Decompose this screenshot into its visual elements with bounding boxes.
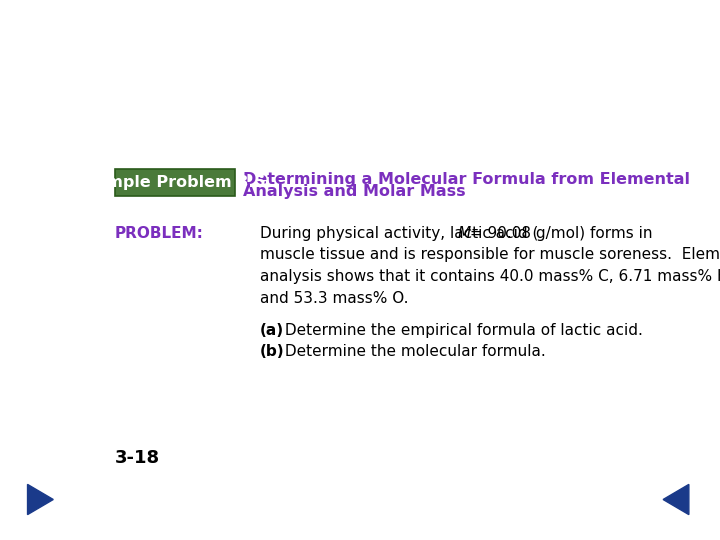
Text: Determine the molecular formula.: Determine the molecular formula. (280, 344, 546, 359)
Text: Sample Problem 3.5: Sample Problem 3.5 (84, 175, 266, 190)
Text: 3-18: 3-18 (115, 449, 161, 467)
Text: analysis shows that it contains 40.0 mass% C, 6.71 mass% H,: analysis shows that it contains 40.0 mas… (260, 269, 720, 284)
Polygon shape (27, 484, 53, 515)
Text: Determine the empirical formula of lactic acid.: Determine the empirical formula of lacti… (280, 322, 643, 338)
Text: (b): (b) (260, 344, 285, 359)
Text: Determining a Molecular Formula from Elemental: Determining a Molecular Formula from Ele… (243, 172, 690, 187)
Text: PROBLEM:: PROBLEM: (115, 226, 204, 241)
Text: and 53.3 mass% O.: and 53.3 mass% O. (260, 291, 409, 306)
Text: Analysis and Molar Mass: Analysis and Molar Mass (243, 184, 466, 199)
Text: During physical activity, lactic acid (: During physical activity, lactic acid ( (260, 226, 539, 241)
Text: muscle tissue and is responsible for muscle soreness.  Elemental: muscle tissue and is responsible for mus… (260, 247, 720, 262)
FancyBboxPatch shape (115, 168, 235, 196)
Text: = 90.08 g/mol) forms in: = 90.08 g/mol) forms in (465, 226, 652, 241)
Polygon shape (663, 484, 689, 515)
Text: M: M (458, 226, 471, 241)
Text: (a): (a) (260, 322, 284, 338)
